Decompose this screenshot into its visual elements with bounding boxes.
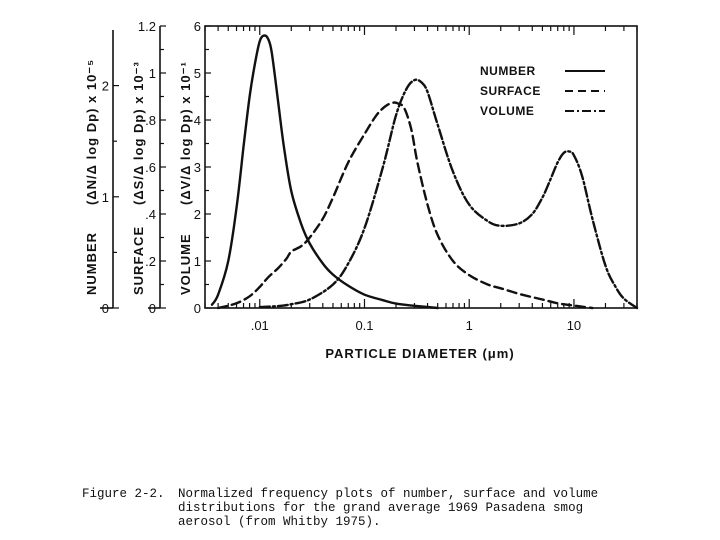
- volume-tick-label-5: 5: [194, 66, 201, 81]
- number-axis: 0 1 2 NUMBER (ΔN/Δ log Dp) x 10⁻⁵: [84, 30, 119, 316]
- legend-label-surface: SURFACE: [480, 84, 541, 98]
- number-tick-label-1: 1: [102, 190, 109, 205]
- legend-label-number: NUMBER: [480, 64, 536, 78]
- surface-tick-label-0: 0: [149, 301, 156, 316]
- x-tick-label-1: 0.1: [355, 318, 373, 333]
- plot-area: [210, 34, 639, 310]
- series-line-number: [210, 34, 439, 310]
- caption-text: Normalized frequency plots of number, su…: [178, 487, 599, 529]
- volume-tick-label-1: 1: [194, 254, 201, 269]
- x-axis-label: PARTICLE DIAMETER (μm): [325, 346, 514, 361]
- surface-tick-label-5: 1: [149, 66, 156, 81]
- surface-tick-label-2: .4: [145, 207, 156, 222]
- number-axis-label: (ΔN/Δ log Dp) x 10⁻⁵: [84, 59, 99, 205]
- number-tick-label-0: 0: [102, 301, 109, 316]
- volume-tick-label-6: 6: [194, 19, 201, 34]
- surface-tick-label-4: .8: [145, 113, 156, 128]
- volume-tick-label-3: 3: [194, 160, 201, 175]
- series-line-volume: [258, 78, 639, 310]
- x-tick-label-3: 10: [567, 318, 581, 333]
- x-tick-label-0: .01: [251, 318, 269, 333]
- surface-tick-label-6: 1.2: [138, 19, 156, 34]
- surface-axis: 0 .2 .4 .6 .8 1 1.2 SURFACE (ΔS/Δ log Dp) x 10…: [131, 19, 166, 316]
- volume-axis: 0 1 2 3 4 5 6 VOLUME (ΔV/Δ log Dp) x 10⁻¹: [178, 19, 638, 316]
- volume-tick-label-4: 4: [194, 113, 201, 128]
- x-tick-label-2: 1: [466, 318, 473, 333]
- legend-label-volume: VOLUME: [480, 104, 534, 118]
- figure-caption: Figure 2-2. Normalized frequency plots of…: [82, 487, 682, 529]
- caption-label: Figure 2-2.: [82, 487, 165, 501]
- volume-axis-label: (ΔV/Δ log Dp) x 10⁻¹: [178, 61, 193, 205]
- x-axis: .01 0.1 1 10 PARTICLE DIAMETER (μm): [204, 26, 638, 361]
- surface-axis-label: (ΔS/Δ log Dp) x 10⁻³: [131, 61, 146, 205]
- volume-tick-label-0: 0: [194, 301, 201, 316]
- number-tick-label-2: 2: [102, 79, 109, 94]
- volume-tick-label-2: 2: [194, 207, 201, 222]
- surface-axis-name: SURFACE: [131, 226, 146, 295]
- number-axis-name: NUMBER: [84, 232, 99, 295]
- legend: NUMBER SURFACE VOLUME: [480, 64, 605, 118]
- surface-tick-label-3: .6: [145, 160, 156, 175]
- series-line-surface: [216, 101, 594, 310]
- volume-axis-name: VOLUME: [178, 233, 193, 295]
- surface-tick-label-1: .2: [145, 254, 156, 269]
